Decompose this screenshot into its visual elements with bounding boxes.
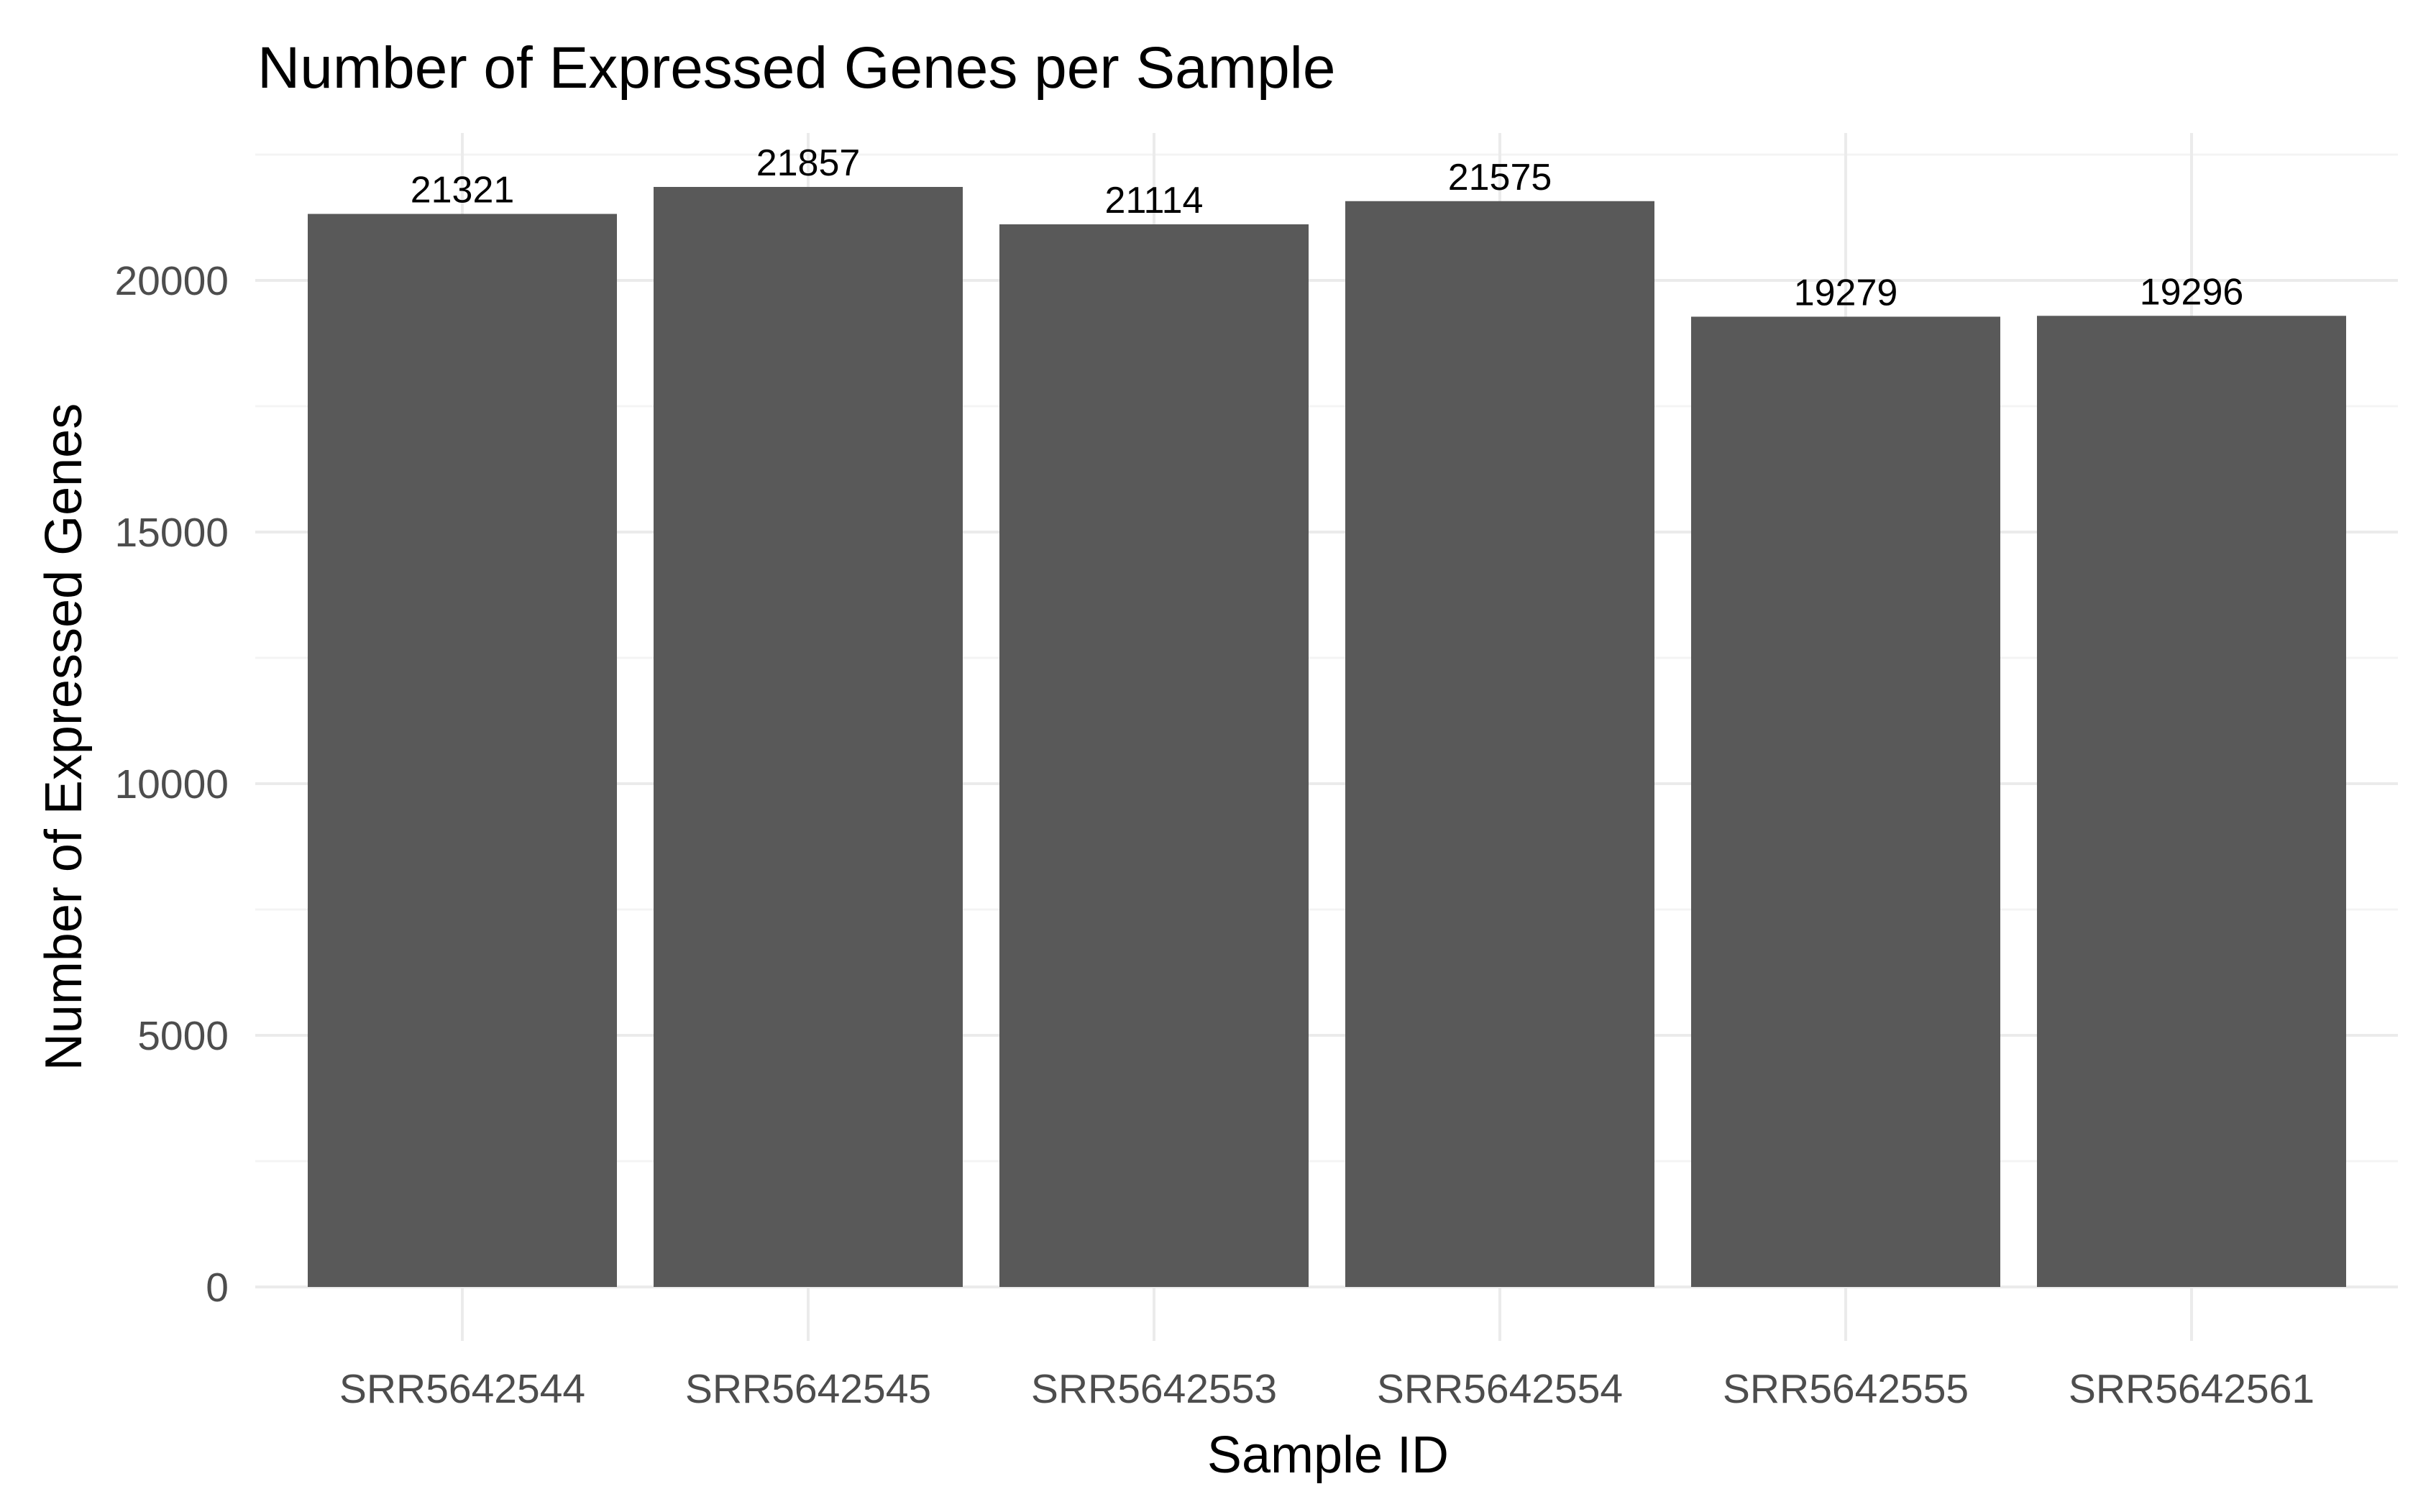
chart-title: Number of Expressed Genes per Sample	[257, 35, 1336, 101]
y-tick-label: 15000	[114, 510, 229, 556]
bar-value-label: 21575	[1448, 157, 1552, 198]
bar-srr5642545	[654, 187, 963, 1287]
bar-srr5642555	[1691, 316, 2000, 1288]
bar-value-label: 19296	[2140, 271, 2244, 313]
bar-value-label: 21857	[756, 142, 861, 184]
x-tick-label: SRR5642554	[1377, 1366, 1623, 1412]
bars-layer	[308, 187, 2346, 1288]
bar-srr5642561	[2037, 316, 2346, 1287]
y-tick-label: 0	[206, 1265, 229, 1311]
bar-value-label: 21114	[1105, 180, 1204, 221]
bar-srr5642554	[1345, 201, 1654, 1287]
x-tick-label: SRR5642544	[339, 1366, 585, 1412]
y-tick-label: 5000	[137, 1013, 229, 1059]
y-tick-label: 10000	[114, 761, 229, 807]
x-tick-label: SRR5642553	[1031, 1366, 1277, 1412]
labels-layer: 21321 21857 21114 21575 19279 19296	[411, 142, 2244, 313]
x-tick-label: SRR5642555	[1723, 1366, 1969, 1412]
bar-value-label: 19279	[1794, 272, 1898, 313]
y-axis-label: Number of Expressed Genes	[35, 403, 93, 1071]
bar-srr5642553	[999, 224, 1309, 1287]
y-tick-label: 20000	[114, 258, 229, 304]
x-tick-label: SRR5642561	[2069, 1366, 2314, 1412]
bar-value-label: 21321	[411, 170, 515, 211]
x-tick-label: SRR5642545	[685, 1366, 931, 1412]
x-axis-label: Sample ID	[1207, 1426, 1449, 1484]
bar-srr5642544	[308, 214, 617, 1287]
axes-layer: 0 5000 10000 15000 20000 SRR5642544 SRR5642545…	[114, 258, 2314, 1412]
